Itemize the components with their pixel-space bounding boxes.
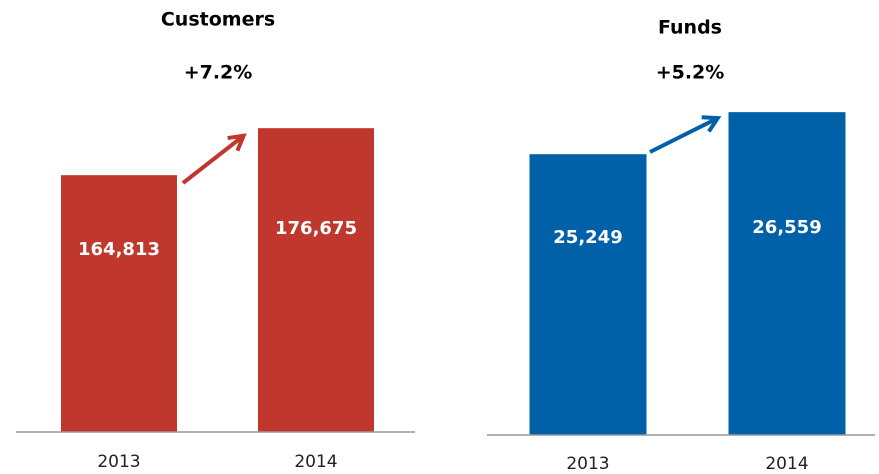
bar [258, 128, 374, 433]
value-label: 26,559 [752, 217, 821, 238]
x-tick-label: 2013 [566, 454, 609, 474]
bar [728, 112, 846, 436]
growth-arrow [649, 115, 722, 154]
x-tick-label: 2013 [97, 452, 140, 472]
x-tick-label: 2014 [294, 452, 337, 472]
bar [61, 175, 177, 433]
chart-title: Customers [161, 9, 275, 31]
value-label: 25,249 [553, 227, 622, 248]
growth-label: +7.2% [184, 62, 253, 84]
chart-title: Funds [658, 17, 722, 39]
bar [529, 154, 647, 435]
x-tick-label: 2014 [765, 454, 808, 474]
value-label: 176,675 [275, 218, 357, 239]
growth-arrow [181, 133, 247, 185]
value-label: 164,813 [78, 239, 160, 260]
growth-label: +5.2% [656, 62, 725, 84]
